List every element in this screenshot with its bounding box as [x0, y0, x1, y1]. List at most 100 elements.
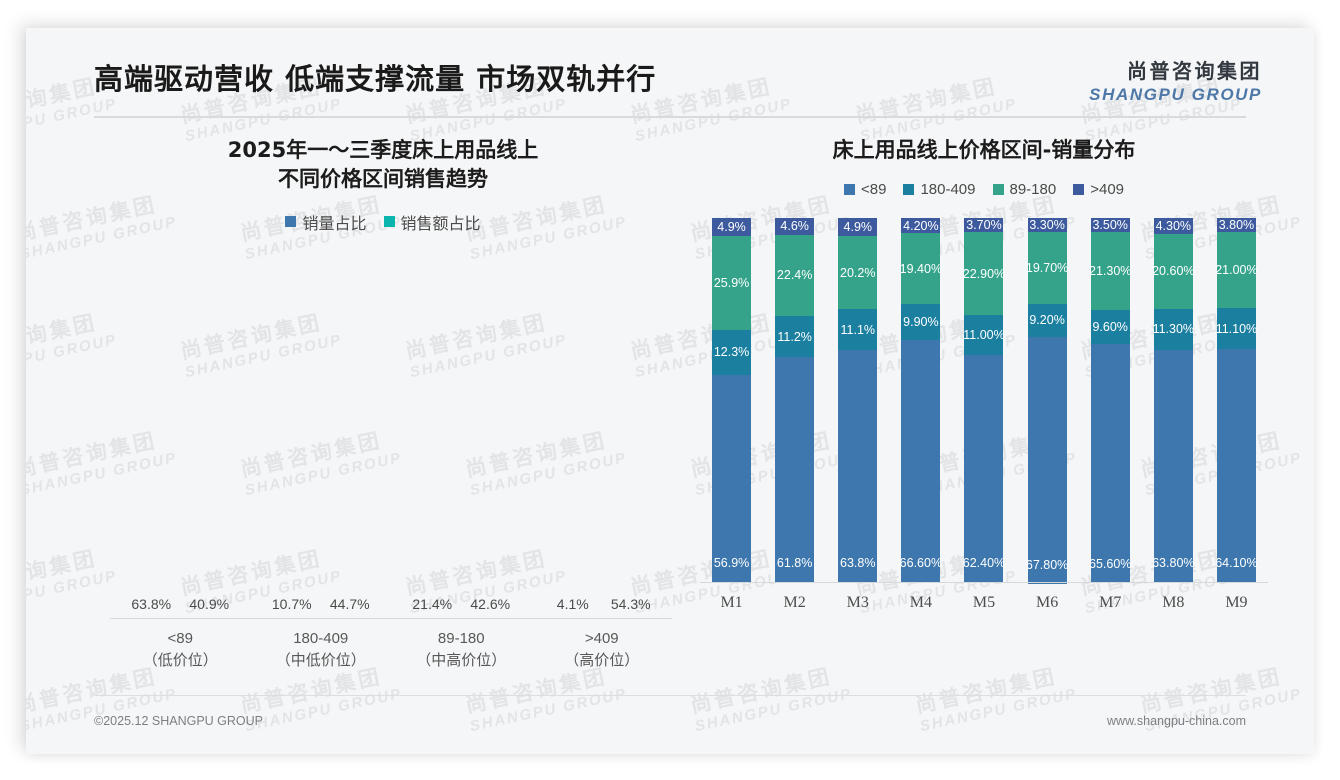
stack-segment-label: 3.80%	[1218, 217, 1255, 232]
stacked-bar-M1[interactable]: 4.9% 25.9% 12.3% 56.9%	[712, 217, 752, 582]
stacked-bar-M6[interactable]: 3.30% 19.70% 9.20% 67.80%	[1025, 217, 1069, 584]
legend-item-销量占比[interactable]: 销量占比	[285, 210, 367, 234]
stacked-column-M4: 4.20% 19.40% 9.90% 66.60%	[889, 217, 952, 583]
x-axis-label-89-180: 89-180 （中高价位）	[391, 628, 532, 673]
stack-segment-M4-<89[interactable]: 66.60%	[900, 339, 942, 583]
legend-item->409[interactable]: >409	[1073, 181, 1124, 198]
stack-segment-M1-180-409[interactable]: 12.3%	[712, 330, 752, 375]
stack-segment-M2-<89[interactable]: 61.8%	[775, 357, 815, 582]
legend-item-销售额占比[interactable]: 销售额占比	[383, 210, 481, 234]
x-axis-label-main: <89	[167, 629, 193, 647]
stack-segment-label: 22.90%	[962, 266, 1006, 281]
footer-copyright: ©2025.12 SHANGPU GROUP	[94, 714, 263, 728]
stacked-x-axis-labels: M1 M2 M3 M4 M5 M6 M7 M8 M9	[700, 594, 1268, 612]
stacked-bar-M3[interactable]: 4.9% 20.2% 11.1% 63.8%	[838, 217, 878, 582]
stack-segment-label: 9.20%	[1029, 313, 1065, 328]
legend-item-89-180[interactable]: 89-180	[992, 180, 1057, 198]
stack-segment-M2-180-409[interactable]: 11.2%	[775, 316, 815, 357]
bar-group-89-180: 21.4% 42.6%	[391, 254, 532, 618]
stack-segment-M2->409[interactable]: 4.6%	[775, 217, 815, 235]
stack-segment-M4-89-180[interactable]: 19.40%	[900, 233, 942, 304]
bar-value-label: 54.3%	[610, 595, 651, 612]
legend-label: 180-409	[920, 180, 976, 198]
stack-segment-M9-<89[interactable]: 64.10%	[1215, 348, 1258, 583]
stack-segment-M4->409[interactable]: 4.20%	[901, 217, 941, 234]
stack-segment-M3-<89[interactable]: 63.8%	[838, 349, 878, 582]
stack-segment-M7-180-409[interactable]: 9.60%	[1090, 309, 1130, 345]
x-axis-label-main: 89-180	[437, 629, 485, 647]
x-axis-label-180-409: 180-409 （中低价位）	[251, 628, 392, 673]
x-axis-label-M3: M3	[846, 593, 869, 611]
stacked-column-M9: 3.80% 21.00% 11.10% 64.10%	[1205, 217, 1268, 583]
stack-segment-M9->409[interactable]: 3.80%	[1216, 217, 1256, 232]
stack-segment-M4-180-409[interactable]: 9.90%	[901, 303, 941, 340]
stack-segment-M8-180-409[interactable]: 11.30%	[1153, 308, 1194, 350]
stack-segment-M5->409[interactable]: 3.70%	[964, 217, 1004, 232]
stack-segment-M6-89-180[interactable]: 19.70%	[1025, 231, 1069, 304]
stack-segment-M6->409[interactable]: 3.30%	[1027, 217, 1067, 232]
legend-swatch-icon	[1073, 183, 1085, 195]
stacked-bar-M5[interactable]: 3.70% 22.90% 11.00% 62.40%	[962, 217, 1006, 583]
stack-segment-M3-180-409[interactable]: 11.1%	[838, 309, 878, 350]
stack-segment-M9-89-180[interactable]: 21.00%	[1215, 231, 1258, 309]
stack-segment-label: 67.80%	[1025, 557, 1069, 572]
stack-segment-M1-89-180[interactable]: 25.9%	[712, 235, 752, 331]
stack-segment-M1->409[interactable]: 4.9%	[712, 217, 752, 236]
stacked-bar-plot-area: 4.9% 25.9% 12.3% 56.9% 4.6% 22.4% 11.2% 61.8% 4.…	[700, 217, 1268, 584]
stacked-bar-chart-panel: 床上用品线上价格区间-销量分布 <89 180-409 89-180 >409 4.9…	[694, 136, 1274, 611]
grouped-chart-title-line1: 2025年一～三季度床上用品线上	[227, 138, 539, 162]
stack-segment-M2-89-180[interactable]: 22.4%	[775, 234, 815, 317]
stack-segment-label: 20.2%	[840, 265, 876, 280]
legend-swatch-icon	[285, 216, 297, 228]
stacked-bar-M7[interactable]: 3.50% 21.30% 9.60% 65.60%	[1089, 217, 1132, 584]
stack-segment-M5-<89[interactable]: 62.40%	[962, 355, 1006, 583]
stacked-bar-M9[interactable]: 3.80% 21.00% 11.10% 64.10%	[1215, 217, 1258, 583]
stack-segment-label: 61.8%	[776, 555, 813, 570]
stack-segment-M3-89-180[interactable]: 20.2%	[838, 235, 878, 310]
stack-segment-label: 3.70%	[966, 217, 1002, 232]
x-axis-label->409: >409 （高价位）	[532, 628, 673, 673]
stacked-bar-chart: 4.9% 25.9% 12.3% 56.9% 4.6% 22.4% 11.2% 61.8% 4.…	[694, 217, 1274, 611]
stacked-x-axis-line	[700, 581, 1268, 583]
stack-segment-label: 11.00%	[963, 328, 1005, 343]
bar-value-label: 21.4%	[412, 595, 453, 612]
bar-value-label: 63.8%	[131, 595, 172, 612]
stack-segment-M6-180-409[interactable]: 9.20%	[1027, 303, 1067, 338]
stack-segment-M3->409[interactable]: 4.9%	[838, 217, 878, 236]
stack-segment-label: 4.20%	[903, 218, 939, 233]
bar-group-<89: 63.8% 40.9%	[110, 254, 251, 618]
stack-segment-M7-89-180[interactable]: 21.30%	[1089, 231, 1131, 310]
stack-segment-label: 25.9%	[713, 275, 750, 290]
x-axis-label-M2: M2	[783, 593, 806, 611]
stack-segment-M7->409[interactable]: 3.50%	[1090, 217, 1130, 232]
stacked-bar-M8[interactable]: 4.30% 20.60% 11.30% 63.80%	[1152, 217, 1195, 582]
stack-segment-label: 65.60%	[1089, 557, 1132, 572]
stack-segment-M1-<89[interactable]: 56.9%	[712, 374, 752, 582]
stacked-bar-M2[interactable]: 4.6% 22.4% 11.2% 61.8%	[775, 217, 815, 582]
stack-segment-label: 11.2%	[777, 329, 812, 344]
stack-segment-label: 19.70%	[1025, 260, 1069, 275]
stack-segment-label: 62.40%	[962, 556, 1006, 571]
stack-segment-M8-89-180[interactable]: 20.60%	[1152, 233, 1195, 309]
stack-segment-M8->409[interactable]: 4.30%	[1153, 217, 1193, 234]
stacked-column-M6: 3.30% 19.70% 9.20% 67.80%	[1016, 217, 1079, 584]
x-axis-label-sub: （中高价位）	[416, 652, 507, 670]
stack-segment-M9-180-409[interactable]: 11.10%	[1216, 308, 1257, 349]
stacked-column-M3: 4.9% 20.2% 11.1% 63.8%	[826, 217, 889, 582]
bar-value-label: 42.6%	[470, 595, 511, 612]
stack-segment-M6-<89[interactable]: 67.80%	[1025, 337, 1069, 584]
stack-segment-M7-<89[interactable]: 65.60%	[1089, 344, 1132, 584]
stack-segment-label: 4.6%	[780, 219, 809, 234]
stack-segment-label: 12.3%	[713, 345, 750, 360]
x-axis-label-M8: M8	[1162, 593, 1185, 611]
legend-item-<89[interactable]: <89	[843, 181, 886, 198]
stack-segment-M5-180-409[interactable]: 11.00%	[963, 315, 1005, 356]
legend-item-180-409[interactable]: 180-409	[903, 180, 976, 198]
logo-chinese-name: 尚普咨询集团	[1127, 59, 1262, 83]
stack-segment-label: 56.9%	[713, 555, 750, 570]
stack-segment-M8-<89[interactable]: 63.80%	[1152, 349, 1195, 582]
legend-label: 89-180	[1009, 180, 1057, 198]
x-axis-label-sub: （中低价位）	[275, 652, 366, 670]
stacked-bar-M4[interactable]: 4.20% 19.40% 9.90% 66.60%	[900, 217, 942, 583]
stack-segment-M5-89-180[interactable]: 22.90%	[962, 231, 1006, 316]
